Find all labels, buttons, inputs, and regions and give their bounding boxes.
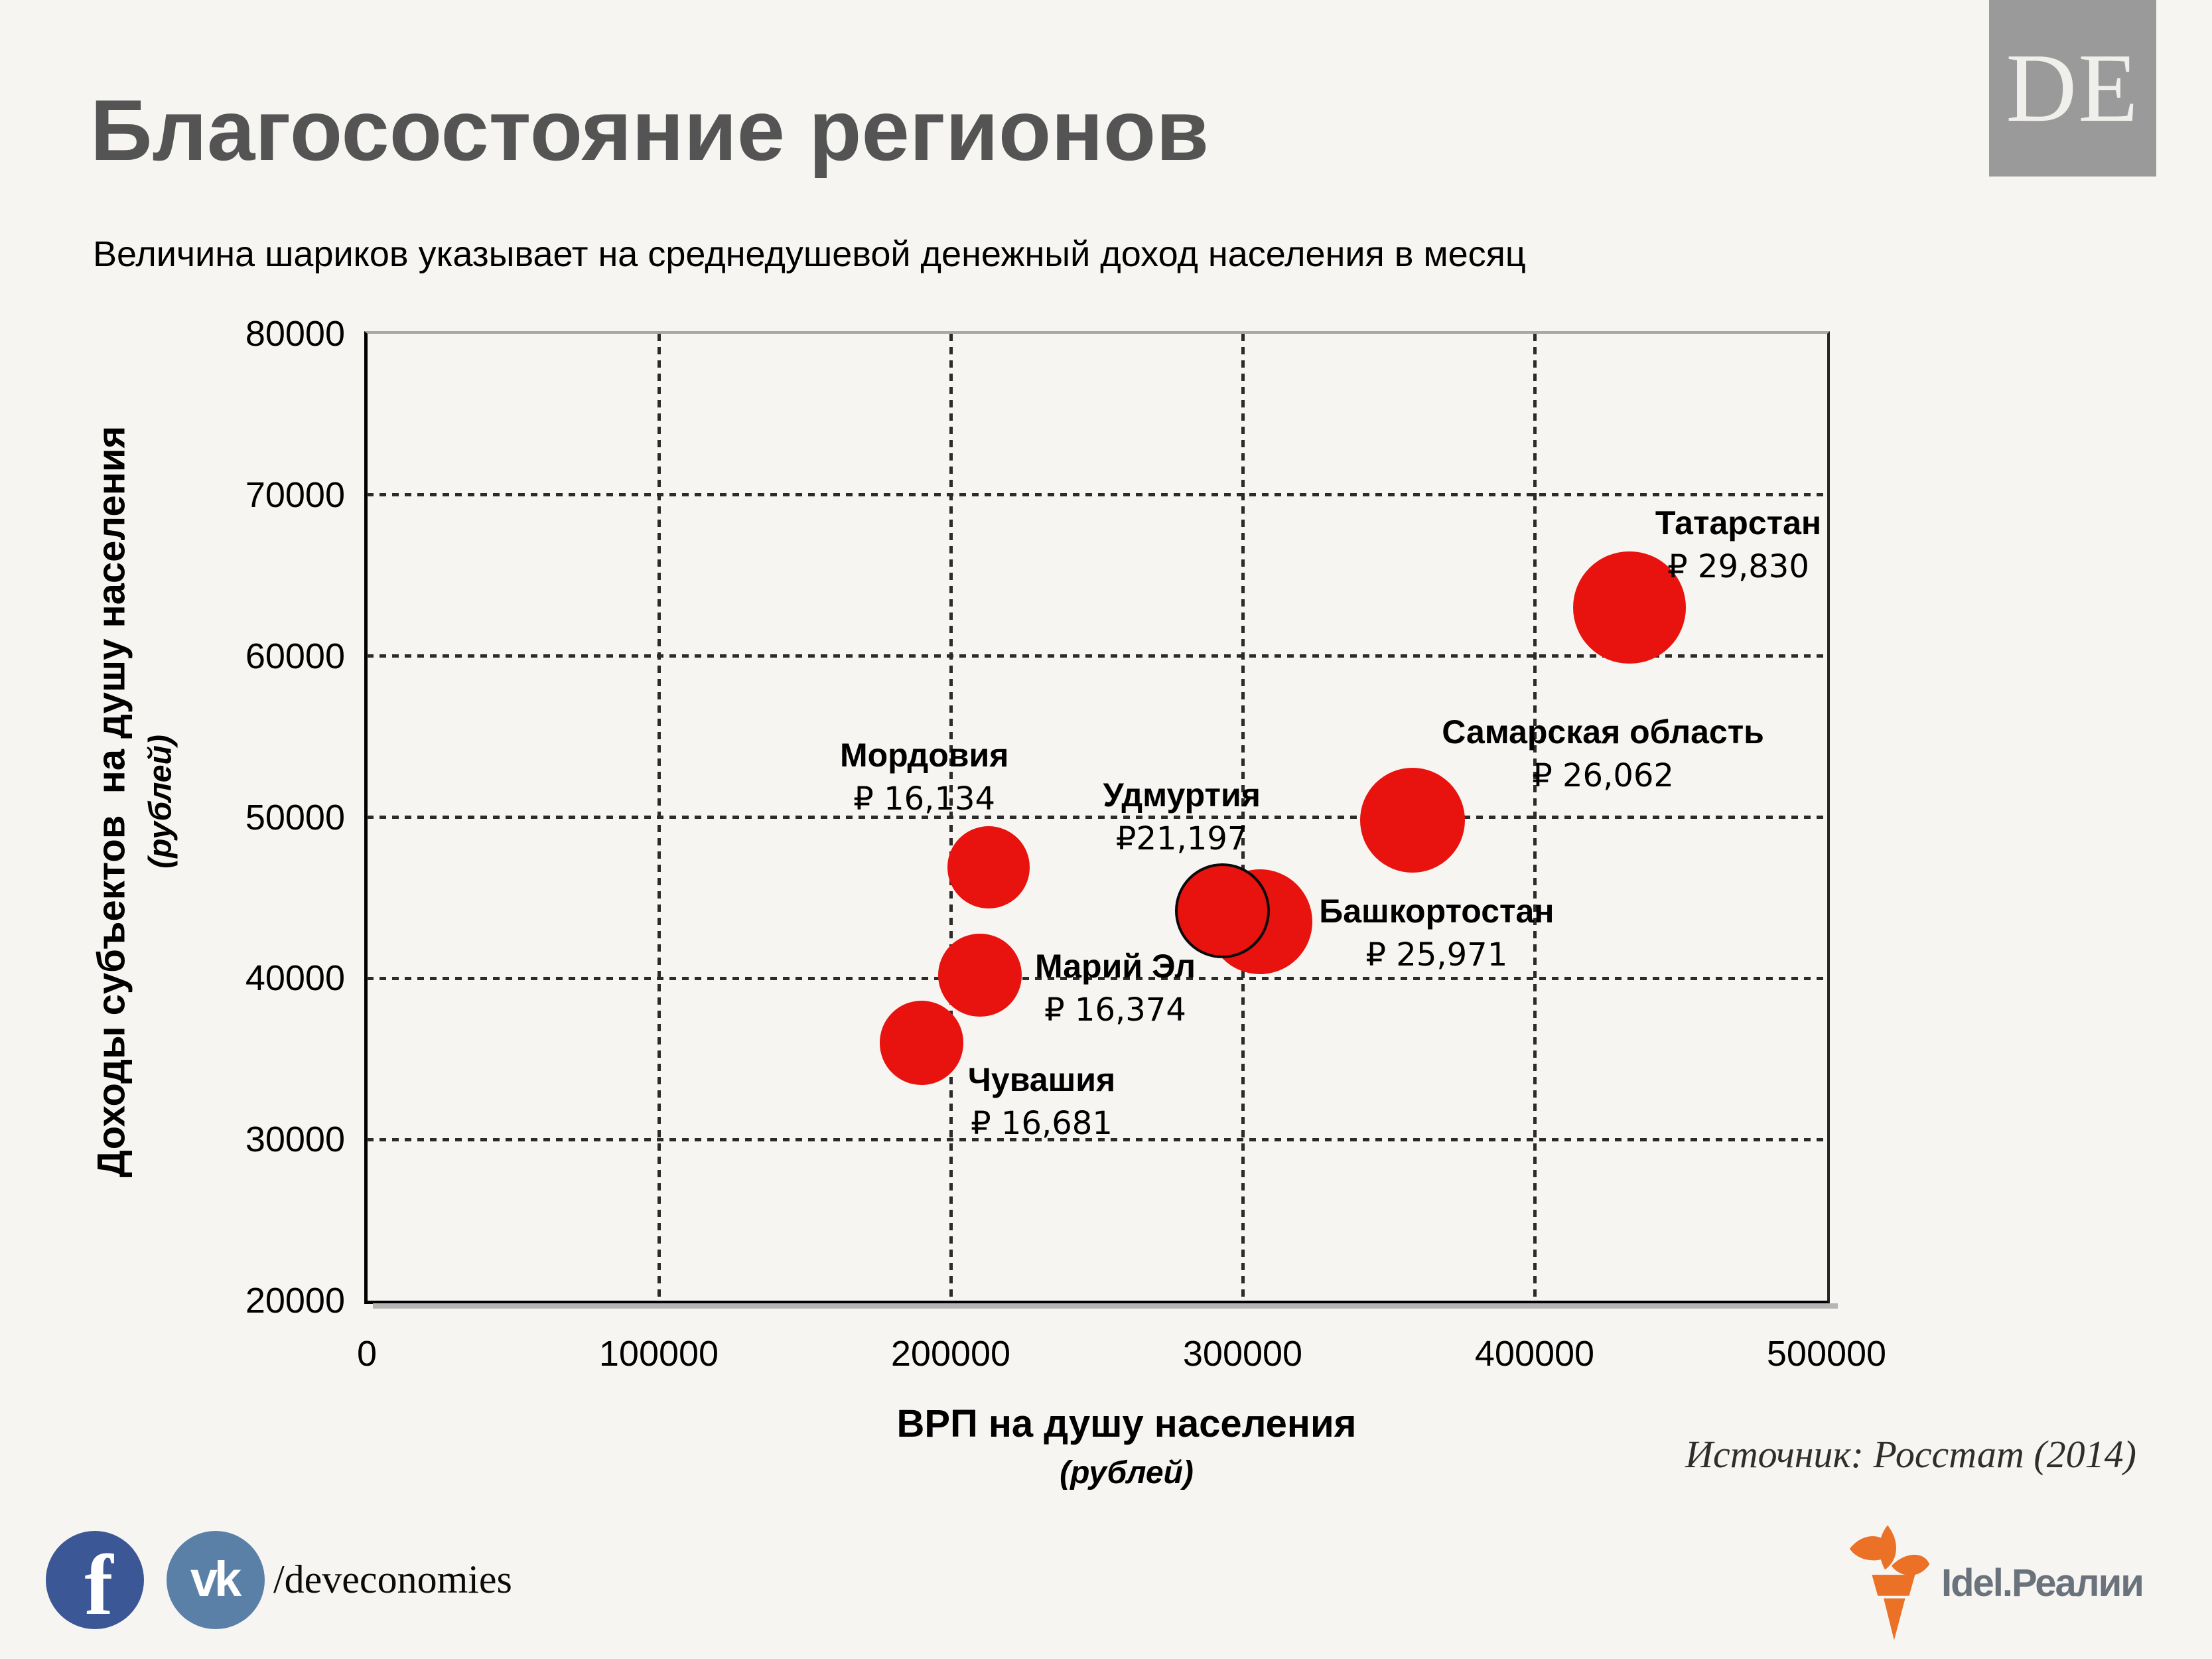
y-tick-label-40000: 40000	[245, 958, 345, 999]
region-income: ₽ 25,971	[1365, 936, 1508, 974]
data-label-0: Татарстан ₽ 29,830	[1655, 501, 1821, 589]
gridline-x-300000	[1241, 334, 1245, 1301]
bubble-4[interactable]	[938, 933, 1022, 1017]
y-tick-label-80000: 80000	[245, 314, 345, 354]
x-tick-label-0: 0	[356, 1334, 378, 1374]
plot-area-border	[364, 331, 1830, 1304]
data-label-5: Чувашия ₽ 16,681	[968, 1058, 1115, 1145]
page-title: Благосостояние регионов	[90, 82, 1210, 179]
bubble-5[interactable]	[879, 1001, 964, 1085]
y-tick-label-20000: 20000	[245, 1281, 345, 1321]
region-name: Марий Эл	[1034, 948, 1196, 985]
gridline-y-30000	[367, 1137, 1827, 1141]
facebook-letter: f	[84, 1538, 113, 1633]
bubble-3[interactable]	[947, 826, 1030, 908]
gridline-x-100000	[657, 334, 661, 1301]
gridline-x-400000	[1533, 334, 1537, 1301]
region-name: Удмуртия	[1103, 776, 1261, 814]
x-tick-label-500000: 500000	[1766, 1334, 1887, 1374]
bubble-6[interactable]	[1174, 863, 1270, 958]
region-income: ₽ 16,134	[853, 780, 996, 818]
data-label-6: Удмуртия ₽21,197	[1103, 773, 1260, 861]
y-tick-label-30000: 30000	[245, 1119, 345, 1160]
region-income: ₽ 16,374	[1044, 991, 1186, 1029]
de-logo-text: DE	[2006, 34, 2140, 143]
x-axis-units: (рублей)	[1060, 1455, 1194, 1490]
x-axis-title: ВРП на душу населения	[896, 1402, 1357, 1445]
torch-icon	[1849, 1525, 1930, 1640]
y-tick-label-70000: 70000	[245, 474, 345, 515]
bubble-size-note: Величина шариков указывает на среднедуше…	[93, 234, 1526, 274]
social-handle: /deveconomies	[273, 1557, 512, 1601]
bubble-0[interactable]	[1573, 551, 1686, 664]
gridline-x-200000	[949, 334, 953, 1301]
data-label-1: Самарская область ₽ 26,062	[1442, 710, 1764, 798]
gridline-y-70000	[367, 493, 1827, 497]
data-label-2: Башкортостан ₽ 25,971	[1319, 889, 1554, 977]
vk-icon[interactable]: vk	[167, 1531, 265, 1629]
de-logo: DE	[1989, 0, 2156, 177]
region-name: Башкортостан	[1319, 893, 1555, 930]
x-axis-shadow	[373, 1303, 1838, 1309]
region-income: ₽21,197	[1115, 820, 1248, 858]
facebook-icon[interactable]: f	[46, 1531, 144, 1633]
x-tick-label-100000: 100000	[598, 1334, 719, 1374]
gridline-y-40000	[367, 976, 1827, 980]
gridline-y-60000	[367, 654, 1827, 658]
data-label-4: Марий Эл ₽ 16,374	[1035, 944, 1196, 1032]
y-axis-units: (рублей)	[143, 735, 178, 869]
region-income: ₽ 29,830	[1667, 547, 1809, 585]
region-name: Татарстан	[1655, 504, 1822, 541]
vk-letters: vk	[190, 1551, 242, 1607]
source-note: Источник: Росстат (2014)	[1685, 1433, 2136, 1476]
region-name: Чувашия	[967, 1061, 1116, 1099]
x-tick-label-400000: 400000	[1474, 1334, 1595, 1374]
region-income: ₽ 16,681	[971, 1105, 1113, 1143]
y-axis-title: Доходы субъектов на душу населения	[90, 425, 133, 1178]
x-tick-label-300000: 300000	[1182, 1334, 1303, 1374]
idel-brand-name: Idel.Реалии	[1941, 1561, 2144, 1605]
x-tick-label-200000: 200000	[890, 1334, 1011, 1374]
bubble-1[interactable]	[1359, 768, 1466, 873]
region-name: Самарская область	[1442, 713, 1764, 751]
region-name: Мордовия	[839, 736, 1009, 774]
gridline-y-50000	[367, 816, 1827, 819]
data-label-3: Мордовия ₽ 16,134	[840, 733, 1008, 821]
y-tick-label-50000: 50000	[245, 797, 345, 837]
y-tick-label-60000: 60000	[245, 636, 345, 676]
region-income: ₽ 26,062	[1532, 757, 1674, 795]
